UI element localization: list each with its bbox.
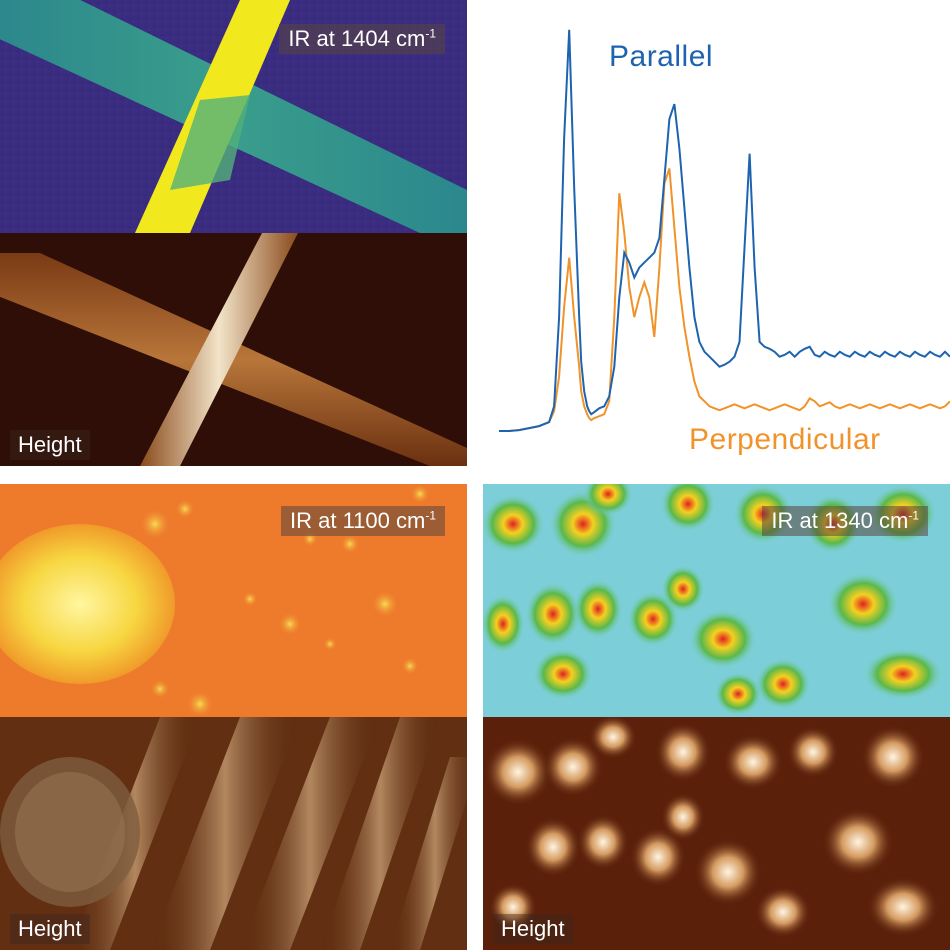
height-3-map	[483, 717, 950, 950]
panel-height-3: Height	[483, 717, 950, 950]
panel-height-1: Height	[0, 233, 467, 466]
height-1-label: Height	[10, 430, 90, 460]
panel-ir-1404: IR at 1404 cm-1	[0, 0, 467, 233]
ir-1100-label: IR at 1100 cm-1	[281, 506, 445, 536]
height-1-map	[0, 233, 467, 466]
series-line-perpendicular	[499, 168, 950, 432]
series-line-parallel	[499, 29, 950, 432]
legend-parallel: Parallel	[609, 40, 714, 73]
ir-1340-label: IR at 1340 cm-1	[762, 506, 928, 536]
panel-ir-1100: IR at 1100 cm-1	[0, 484, 467, 717]
panel-ir-1340: IR at 1340 cm-1	[483, 484, 950, 717]
height-2-label: Height	[10, 914, 90, 944]
spectrum-chart: Parallel Perpendicular	[497, 0, 950, 466]
height-2-map	[0, 717, 467, 950]
height-3-label: Height	[493, 914, 573, 944]
spectrum-plot	[499, 29, 950, 432]
legend-perpendicular: Perpendicular	[689, 423, 881, 456]
panel-height-2: Height	[0, 717, 467, 950]
ir-1404-label: IR at 1404 cm-1	[279, 24, 445, 54]
